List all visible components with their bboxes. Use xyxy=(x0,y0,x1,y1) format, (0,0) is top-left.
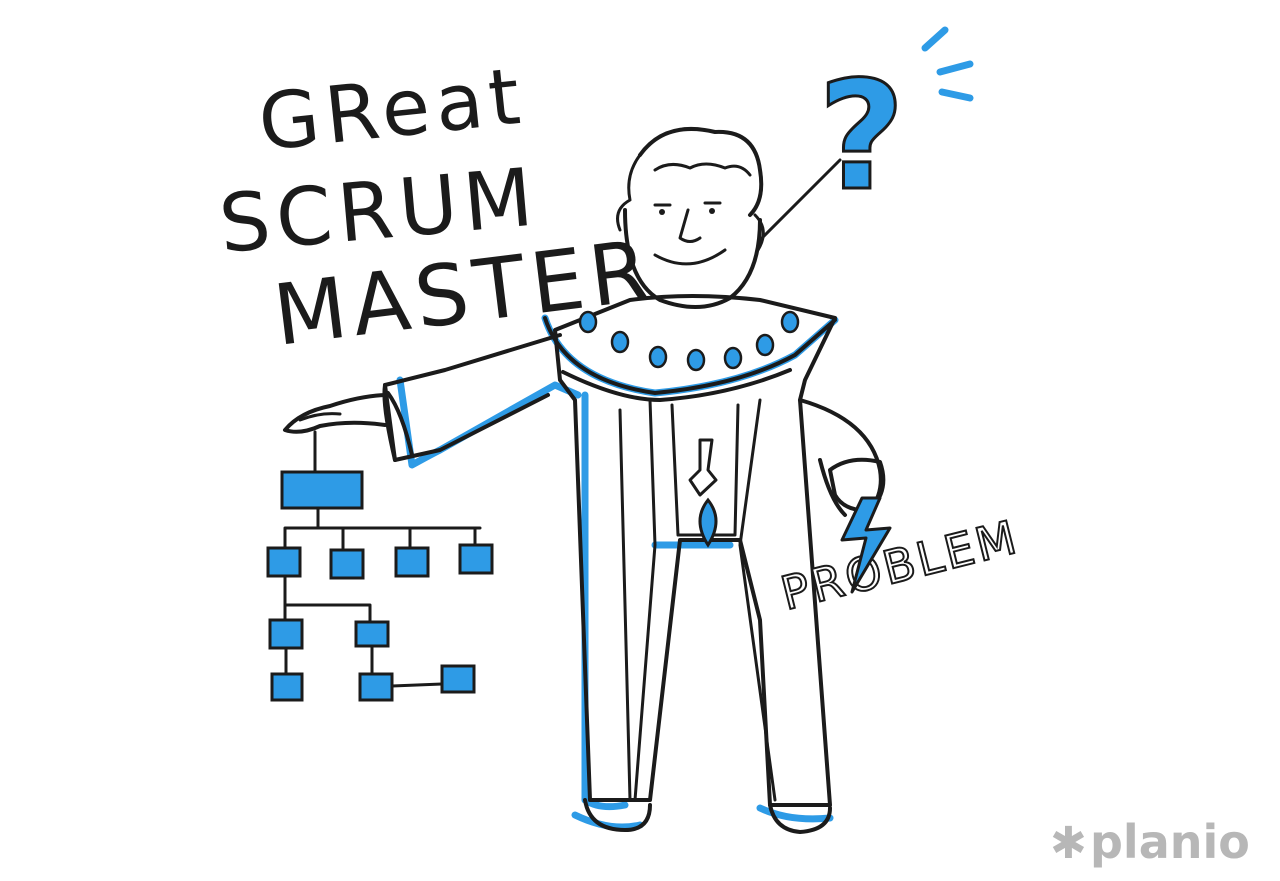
robe-gem xyxy=(698,497,718,548)
planio-asterisk-icon: ✱ xyxy=(1050,818,1087,869)
question-mark-glyph: ? xyxy=(818,50,905,224)
left-arm xyxy=(283,333,562,462)
question-mark-icon: ? xyxy=(758,26,974,242)
collar-beads xyxy=(578,310,800,372)
planio-logo-text: planio xyxy=(1090,815,1250,869)
problem-word: PROBLEM xyxy=(776,509,1025,620)
org-chart-icon xyxy=(266,430,494,702)
org-chart-root xyxy=(280,470,364,510)
title-line-great: GReat xyxy=(255,51,530,168)
head xyxy=(616,127,765,310)
planio-logo: ✱ planio xyxy=(1050,815,1250,869)
lightning-bolt-icon xyxy=(840,496,892,594)
problem-label: PROBLEM xyxy=(775,508,1026,621)
